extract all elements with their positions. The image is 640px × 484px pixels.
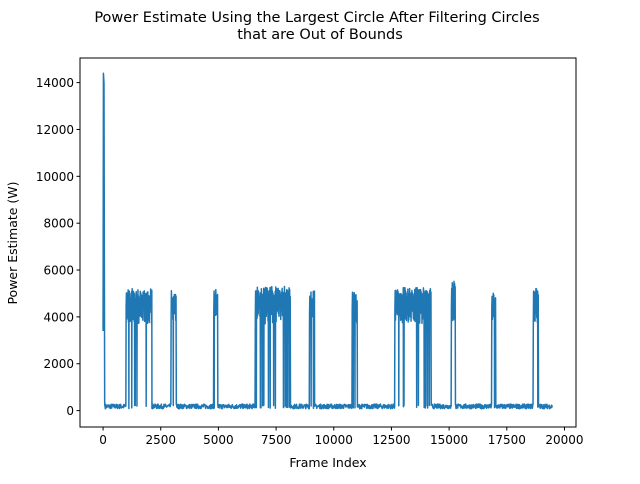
x-tick-label: 7500 bbox=[261, 433, 292, 447]
y-tick-label: 2000 bbox=[43, 357, 74, 371]
plot-frame bbox=[79, 57, 577, 428]
x-axis-label: Frame Index bbox=[289, 455, 366, 470]
x-tick-label: 2500 bbox=[145, 433, 176, 447]
y-tick-label: 10000 bbox=[36, 170, 74, 184]
x-tick-label: 17500 bbox=[488, 433, 526, 447]
x-tick-label: 10000 bbox=[315, 433, 353, 447]
x-tick-label: 15000 bbox=[430, 433, 468, 447]
x-tick-label: 20000 bbox=[545, 433, 583, 447]
plot-series bbox=[102, 72, 553, 410]
power-estimate-line bbox=[102, 72, 553, 410]
y-tick-label: 4000 bbox=[43, 310, 74, 324]
x-axis-ticks: 0 2500 5000 7500 10000 12500 15000 17500 20000 bbox=[99, 427, 584, 447]
x-tick-label: 12500 bbox=[372, 433, 410, 447]
chart-title-line-1: Power Estimate Using the Largest Circle … bbox=[94, 10, 539, 26]
y-axis-label: Power Estimate (W) bbox=[5, 181, 20, 304]
y-tick-label: 8000 bbox=[43, 217, 74, 231]
x-tick-label: 5000 bbox=[203, 433, 234, 447]
y-tick-label: 14000 bbox=[36, 76, 74, 90]
y-tick-label: 6000 bbox=[43, 264, 74, 278]
x-tick-label: 0 bbox=[99, 433, 107, 447]
y-axis-ticks: 0 2000 4000 6000 8000 10000 12000 14000 bbox=[36, 76, 80, 418]
y-tick-label: 12000 bbox=[36, 123, 74, 137]
chart-title-line-2: that are Out of Bounds bbox=[237, 27, 403, 43]
y-tick-label: 0 bbox=[66, 404, 74, 418]
